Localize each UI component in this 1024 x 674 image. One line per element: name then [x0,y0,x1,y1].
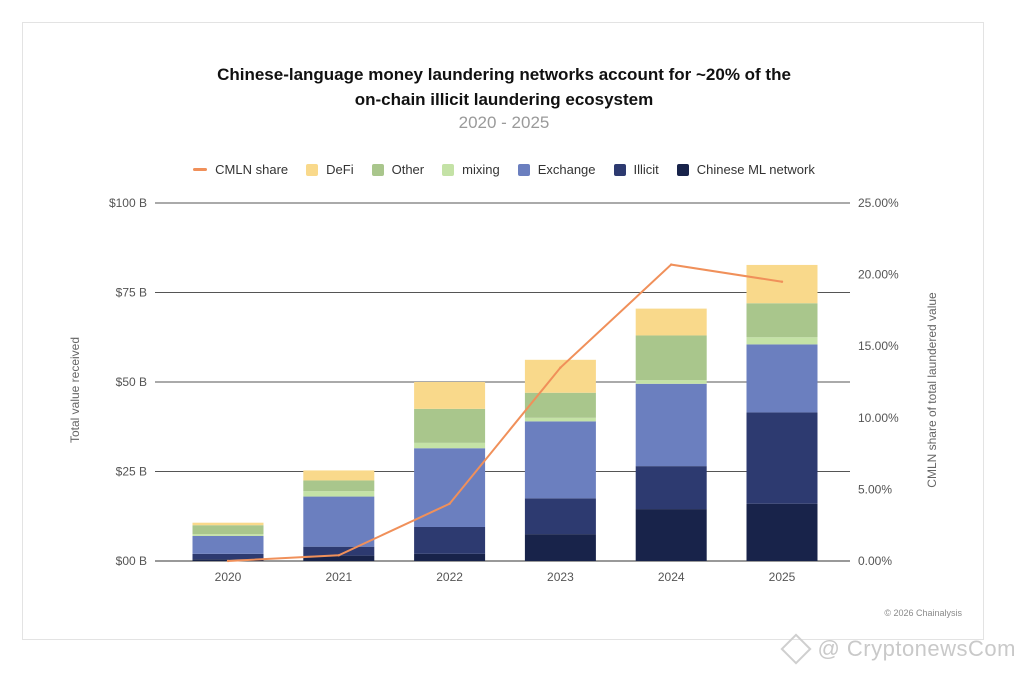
x-tick-label: 2020 [215,570,242,584]
chart-title-line-1: Chinese-language money laundering networ… [217,65,791,84]
y-tick-label: $00 B [116,554,147,568]
bar-defi-2023 [524,359,596,393]
legend-label: Exchange [537,162,596,177]
bar-exchange-2021 [303,496,375,547]
bar-mixing-2023 [524,417,596,422]
legend-label: CMLN share [215,162,289,177]
legend-swatch [442,163,455,176]
point-cmln-share-2023 [559,366,562,369]
bar-illicit-2020 [192,553,264,560]
y-tick-label: $100 B [109,196,147,210]
bar-other-2022 [414,408,486,443]
bar-chinese-ml-network-2024 [635,509,707,561]
x-tick-label: 2025 [769,570,796,584]
legend-label: Chinese ML network [696,162,815,177]
legend-item-cmln-share[interactable]: CMLN share [193,162,288,177]
bar-exchange-2025 [746,344,818,413]
bar-illicit-2023 [524,498,596,535]
legend-item-exchange[interactable]: Exchange [517,162,596,177]
copyright-text: © 2026 Chainalysis [884,608,962,618]
bar-illicit-2021 [303,546,375,556]
y-tick-label: $75 B [116,286,147,300]
bar-other-2023 [524,392,596,418]
chart-legend: CMLN share DeFi Other mixing Exchange Illicit… [0,162,1008,177]
bar-illicit-2022 [414,526,486,554]
y-tick-label: $25 B [116,465,147,479]
bar-mixing-2022 [414,442,486,449]
legend-label: Other [391,162,425,177]
y2-tick-label: 25.00% [858,196,899,210]
bar-exchange-2023 [524,421,596,499]
legend-label: mixing [462,162,500,177]
x-tick-label: 2022 [436,570,463,584]
y-axis-title: Total value received [68,337,82,443]
line-cmln-share [227,263,783,562]
bar-other-2021 [303,480,375,492]
bar-mixing-2020 [192,534,264,536]
bar-mixing-2024 [635,380,707,384]
x-tick-label: 2023 [547,570,574,584]
legend-swatch [517,163,530,176]
point-cmln-share-2021 [337,554,340,557]
bar-defi-2024 [635,308,707,336]
legend-swatch [193,168,208,171]
y2-axis-title: CMLN share of total laundered value [925,292,939,488]
bar-defi-2025 [746,264,818,304]
legend-item-chinese-ml-network[interactable]: Chinese ML network [676,162,815,177]
bar-other-2024 [635,335,707,381]
legend-item-illicit[interactable]: Illicit [613,162,659,177]
bar-chinese-ml-network-2023 [524,534,596,561]
bar-defi-2022 [414,382,486,409]
chart-frame [22,22,984,640]
watermark-logo-icon [780,633,812,665]
y2-tick-label: 20.00% [858,268,899,282]
watermark-text: @ CryptonewsCom [817,636,1016,661]
bar-other-2020 [192,525,264,535]
point-cmln-share-2020 [226,559,230,563]
chart-title-line-2: on-chain illicit laundering ecosystem [354,90,654,109]
legend-item-defi[interactable]: DeFi [306,162,354,177]
bar-chinese-ml-network-2025 [746,503,818,561]
bar-illicit-2025 [746,412,818,504]
bar-chinese-ml-network-2022 [414,553,486,561]
bar-defi-2021 [303,470,375,481]
legend-label: Illicit [633,162,659,177]
bar-illicit-2024 [635,466,707,510]
bar-mixing-2025 [746,337,818,345]
point-cmln-share-2024 [670,263,673,266]
point-cmln-share-2022 [448,502,451,505]
legend-swatch [371,163,384,176]
y2-tick-label: 10.00% [858,411,899,425]
bar-exchange-2024 [635,383,707,467]
y2-tick-label: 15.00% [858,339,899,353]
x-tick-label: 2021 [325,570,352,584]
chart-subtitle: 2020 - 2025 [458,113,550,132]
x-tick-label: 2024 [658,570,685,584]
bar-exchange-2020 [192,535,264,554]
y2-tick-label: 5.00% [858,482,892,496]
legend-swatch [306,163,319,176]
bar-other-2025 [746,303,818,338]
point-cmln-share-2025 [780,280,784,283]
legend-label: DeFi [326,162,354,177]
chart-title: Chinese-language money laundering networ… [0,62,1008,112]
legend-item-other[interactable]: Other [371,162,425,177]
legend-item-mixing[interactable]: mixing [442,162,500,177]
legend-swatch [676,163,689,176]
bar-mixing-2021 [303,491,375,497]
watermark: @ CryptonewsCom [780,633,1016,665]
y2-tick-label: 0.00% [858,554,892,568]
bar-chinese-ml-network-2021 [303,555,375,561]
legend-swatch [613,163,626,176]
y-tick-label: $50 B [116,375,147,389]
bar-defi-2020 [192,522,264,526]
